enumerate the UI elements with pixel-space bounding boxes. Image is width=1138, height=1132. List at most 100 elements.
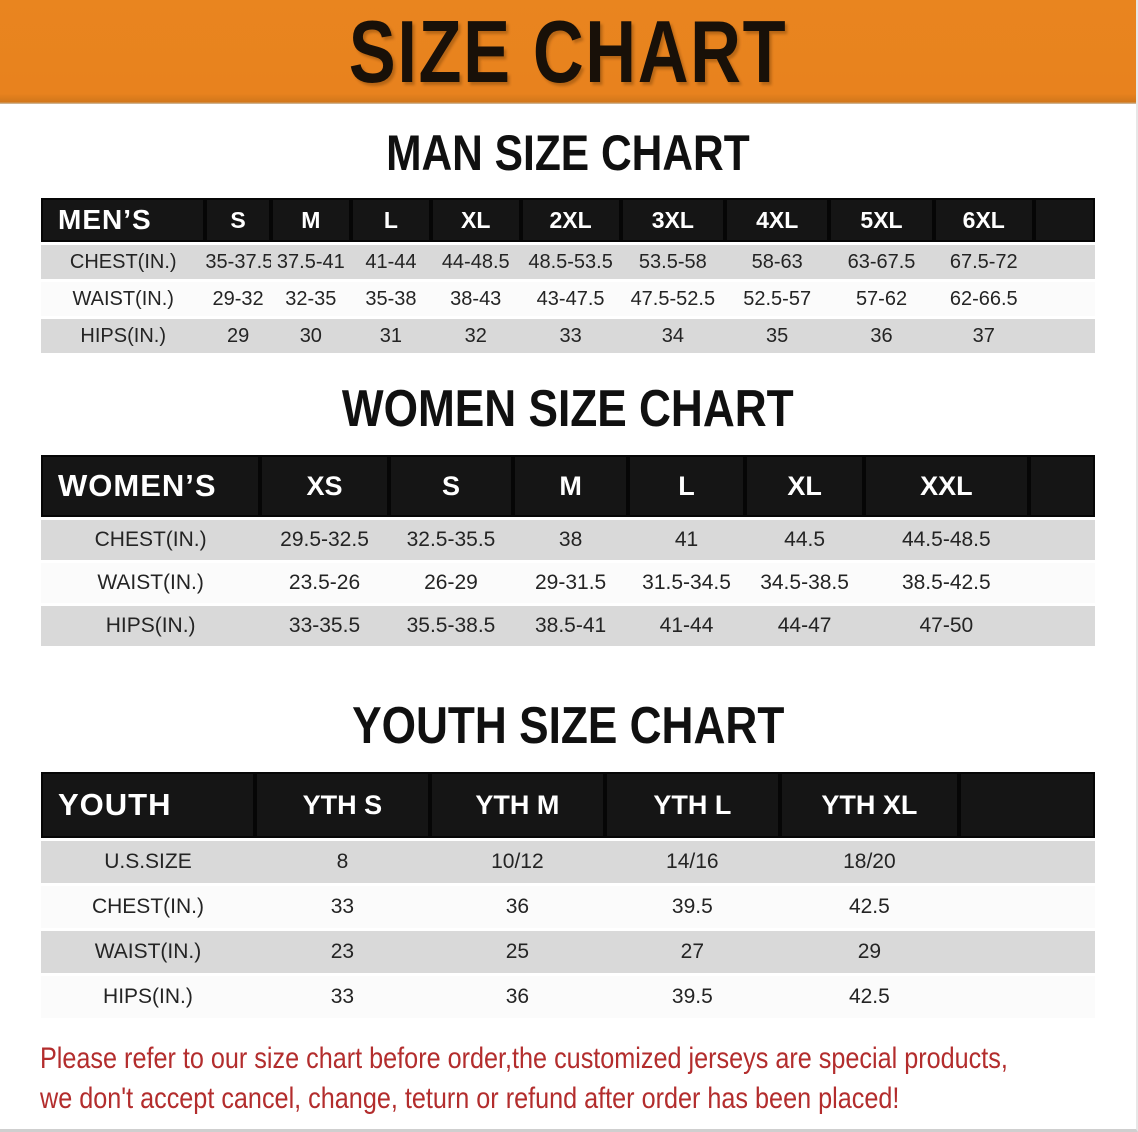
measurement-value-cell: 32.5-35.5 <box>388 520 514 560</box>
table-row: HIPS(IN.) 29 30 31 32 33 34 35 36 37 <box>41 319 1095 353</box>
row-filler <box>1028 520 1095 560</box>
measurement-value-cell: 30 <box>270 319 351 353</box>
size-column-header: XL <box>745 455 865 517</box>
table-row: WAIST(IN.) 29-32 32-35 35-38 38-43 43-47.5 47.… <box>41 282 1095 316</box>
measurement-value-cell: 63-67.5 <box>829 245 934 279</box>
measurement-value-cell: 35-37.5 <box>205 245 271 279</box>
women-size-table: WOMEN’S XS S M L XL XXL CHEST(IN.) 29.5-32.5 32.5… <box>41 452 1095 649</box>
measurement-value-cell: 67.5-72 <box>933 245 1034 279</box>
measurement-value-cell: 35-38 <box>350 282 431 316</box>
measurement-value-cell: 41-44 <box>628 606 746 646</box>
measurement-value-cell: 39.5 <box>604 976 780 1018</box>
measurement-value-cell: 33 <box>254 976 430 1018</box>
measurement-value-cell: 14/16 <box>604 841 780 883</box>
disclaimer: Please refer to our size chart before or… <box>40 1039 1136 1119</box>
row-filler <box>1028 606 1095 646</box>
measurement-value-cell: 10/12 <box>429 841 605 883</box>
measurement-value-cell: 34 <box>620 319 725 353</box>
size-column-header: L <box>350 198 431 242</box>
disclaimer-line-2: we don't accept cancel, change, teturn o… <box>40 1082 900 1115</box>
measurement-row-label: WAIST(IN.) <box>41 563 261 603</box>
measurement-value-cell: 58-63 <box>725 245 830 279</box>
group-label: YOUTH <box>41 772 255 838</box>
size-column-header: S <box>388 455 514 517</box>
size-column-header: M <box>270 198 351 242</box>
table-header-row: WOMEN’S XS S M L XL XXL <box>41 455 1095 517</box>
size-column-header: XXL <box>864 455 1029 517</box>
measurement-value-cell: 36 <box>429 976 605 1018</box>
measurement-value-cell: 39.5 <box>604 886 780 928</box>
measurement-value-cell: 8 <box>254 841 430 883</box>
measurement-value-cell: 44.5-48.5 <box>864 520 1029 560</box>
measurement-value-cell: 35 <box>725 319 830 353</box>
section-heading-men: MAN SIZE CHART <box>386 125 750 181</box>
table-row: WAIST(IN.) 23.5-26 26-29 29-31.5 31.5-34.5 34… <box>41 563 1095 603</box>
group-label: MEN’S <box>41 198 206 242</box>
measurement-value-cell: 29 <box>205 319 271 353</box>
measurement-value-cell: 41 <box>628 520 746 560</box>
measurement-value-cell: 38.5-41 <box>513 606 629 646</box>
measurement-value-cell: 38.5-42.5 <box>864 563 1029 603</box>
measurement-value-cell: 62-66.5 <box>933 282 1034 316</box>
table-row: HIPS(IN.) 33 36 39.5 42.5 <box>41 976 1095 1018</box>
measurement-row-label: CHEST(IN.) <box>41 245 206 279</box>
measurement-row-label: HIPS(IN.) <box>41 319 206 353</box>
measurement-row-label: WAIST(IN.) <box>41 282 206 316</box>
size-column-header: 2XL <box>520 198 621 242</box>
size-column-header: XL <box>430 198 521 242</box>
size-column-header: YTH S <box>254 772 430 838</box>
section-heading-women: WOMEN SIZE CHART <box>342 380 794 438</box>
measurement-value-cell: 33 <box>520 319 621 353</box>
row-filler <box>958 976 1095 1018</box>
size-column-header: S <box>205 198 271 242</box>
measurement-value-cell: 44.5 <box>745 520 865 560</box>
table-row: WAIST(IN.) 23 25 27 29 <box>41 931 1095 973</box>
measurement-row-label: WAIST(IN.) <box>41 931 255 973</box>
measurement-value-cell: 32-35 <box>270 282 351 316</box>
measurement-value-cell: 35.5-38.5 <box>388 606 514 646</box>
row-filler <box>1028 563 1095 603</box>
measurement-value-cell: 32 <box>430 319 521 353</box>
measurement-value-cell: 23 <box>254 931 430 973</box>
size-column-header: L <box>628 455 746 517</box>
group-label: WOMEN’S <box>41 455 261 517</box>
row-filler <box>958 931 1095 973</box>
measurement-value-cell: 36 <box>829 319 934 353</box>
measurement-value-cell: 37.5-41 <box>270 245 351 279</box>
table-row: CHEST(IN.) 35-37.5 37.5-41 41-44 44-48.5 48.5… <box>41 245 1095 279</box>
measurement-value-cell: 23.5-26 <box>260 563 389 603</box>
table-header-row: MEN’S S M L XL 2XL 3XL 4XL 5XL 6XL <box>41 198 1095 242</box>
table-row: U.S.SIZE 8 10/12 14/16 18/20 <box>41 841 1095 883</box>
measurement-value-cell: 47.5-52.5 <box>620 282 725 316</box>
disclaimer-line-1: Please refer to our size chart before or… <box>40 1042 1008 1075</box>
size-column-header: 4XL <box>725 198 830 242</box>
measurement-value-cell: 53.5-58 <box>620 245 725 279</box>
size-column-header: 6XL <box>933 198 1034 242</box>
measurement-value-cell: 31.5-34.5 <box>628 563 746 603</box>
table-row: CHEST(IN.) 29.5-32.5 32.5-35.5 38 41 44.5 44.5… <box>41 520 1095 560</box>
measurement-value-cell: 34.5-38.5 <box>745 563 865 603</box>
measurement-row-label: CHEST(IN.) <box>41 520 261 560</box>
size-column-header: XS <box>260 455 389 517</box>
measurement-value-cell: 18/20 <box>779 841 959 883</box>
measurement-value-cell: 33-35.5 <box>260 606 389 646</box>
section-heading-youth: YOUTH SIZE CHART <box>351 697 785 755</box>
measurement-value-cell: 36 <box>429 886 605 928</box>
measurement-row-label: HIPS(IN.) <box>41 976 255 1018</box>
measurement-value-cell: 29.5-32.5 <box>260 520 389 560</box>
measurement-row-label: HIPS(IN.) <box>41 606 261 646</box>
measurement-value-cell: 42.5 <box>779 886 959 928</box>
page-title: SIZE CHART <box>348 2 788 101</box>
header-filler <box>1028 455 1095 517</box>
row-filler <box>1033 245 1095 279</box>
table-header-row: YOUTH YTH S YTH M YTH L YTH XL <box>41 772 1095 838</box>
measurement-value-cell: 33 <box>254 886 430 928</box>
size-column-header: 3XL <box>620 198 725 242</box>
measurement-row-label: CHEST(IN.) <box>41 886 255 928</box>
row-filler <box>958 841 1095 883</box>
row-filler <box>1033 282 1095 316</box>
women-size-chart-section: WOMEN SIZE CHART WOMEN’S XS S M L XL XXL CHEST(… <box>0 382 1136 649</box>
measurement-value-cell: 57-62 <box>829 282 934 316</box>
measurement-value-cell: 41-44 <box>350 245 431 279</box>
